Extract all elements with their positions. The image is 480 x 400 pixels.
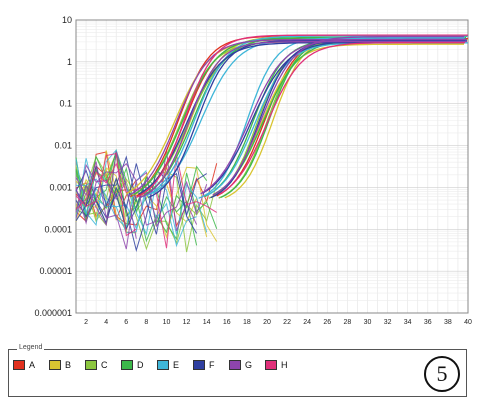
legend-label: B: [65, 360, 72, 370]
legend-label: H: [281, 360, 288, 370]
legend-swatch: [265, 360, 277, 370]
x-tick-label: 24: [303, 319, 311, 326]
x-tick-label: 40: [464, 319, 472, 326]
series-line-H: [136, 34, 468, 198]
y-axis: 10 1 0.1 0.01 0.001 0.0001 0.00001 0.000001: [34, 15, 72, 318]
series-line-G: [200, 38, 467, 195]
series-line-C: [131, 41, 464, 196]
baseline-noise-line: [75, 150, 198, 250]
amplification-chart: 2 4 6 8 10 12 14 16 18 20 22 24 26 28 30 32 34 36 38 40 101…: [34, 15, 472, 326]
y-tick-label: 0.000001: [34, 308, 72, 318]
x-tick-label: 2: [84, 319, 88, 326]
baseline-noise-line: [75, 163, 127, 213]
legend-item: E: [157, 360, 193, 370]
x-tick-label: 8: [144, 319, 148, 326]
series-line-E: [198, 36, 465, 199]
legend-title: Legend: [17, 344, 45, 351]
legend-label: F: [209, 360, 215, 370]
x-tick-label: 14: [203, 319, 211, 326]
x-tick-label: 36: [424, 319, 432, 326]
x-tick-label: 20: [263, 319, 271, 326]
x-tick-label: 12: [183, 319, 191, 326]
x-tick-label: 30: [364, 319, 372, 326]
x-axis: 2 4 6 8 10 12 14 16 18 20 22 24 26 28 30 32 34 36 38 40: [84, 319, 472, 326]
legend-label: G: [245, 360, 253, 370]
y-tick-label: 0.001: [49, 182, 72, 192]
legend-item: A: [13, 360, 49, 370]
series-line-G: [212, 35, 464, 196]
legend-swatch: [13, 360, 25, 370]
x-tick-label: 10: [163, 319, 171, 326]
legend-label: A: [29, 360, 36, 370]
x-tick-label: 4: [104, 319, 108, 326]
y-tick-label: 10: [62, 15, 72, 25]
legend-swatch: [85, 360, 97, 370]
y-tick-label: 0.1: [59, 99, 72, 109]
legend-item: D: [121, 360, 157, 370]
legend: Legend A B C D E F G H: [8, 344, 467, 397]
series-line-F: [137, 41, 465, 195]
series-line-G: [140, 40, 467, 199]
panel-number-badge: 5: [424, 356, 460, 392]
legend-item: G: [229, 360, 265, 370]
legend-swatch: [157, 360, 169, 370]
baseline-noise-line: [75, 151, 218, 228]
legend-item: B: [49, 360, 85, 370]
x-tick-label: 18: [243, 319, 251, 326]
baseline-noise-line: [75, 152, 137, 237]
legend-label: C: [101, 360, 108, 370]
legend-label: D: [137, 360, 144, 370]
legend-items: A B C D E F G H: [13, 360, 301, 370]
x-tick-label: 22: [283, 319, 291, 326]
baseline-noise-line: [75, 151, 137, 239]
baseline-noise: [75, 148, 218, 253]
x-tick-label: 6: [124, 319, 128, 326]
legend-item: F: [193, 360, 229, 370]
legend-swatch: [49, 360, 61, 370]
legend-item: H: [265, 360, 301, 370]
baseline-noise-line: [75, 149, 208, 236]
y-tick-label: 0.01: [54, 141, 72, 151]
series-line-D: [204, 38, 466, 198]
x-tick-label: 32: [384, 319, 392, 326]
y-tick-label: 0.0001: [44, 224, 72, 234]
legend-swatch: [193, 360, 205, 370]
legend-item: C: [85, 360, 121, 370]
baseline-noise-line: [75, 162, 208, 228]
legend-label: E: [173, 360, 180, 370]
legend-swatch: [121, 360, 133, 370]
baseline-noise-line: [75, 163, 198, 235]
legend-swatch: [229, 360, 241, 370]
baseline-noise-line: [75, 155, 218, 253]
x-tick-label: 28: [343, 319, 351, 326]
x-tick-label: 16: [223, 319, 231, 326]
series-line-H: [218, 41, 465, 196]
x-tick-label: 26: [323, 319, 331, 326]
series-group: [125, 34, 468, 199]
y-tick-label: 0.00001: [39, 266, 72, 276]
baseline-noise-line: [75, 154, 217, 249]
y-tick-label: 1: [67, 57, 72, 67]
x-tick-label: 38: [444, 319, 452, 326]
x-tick-label: 34: [404, 319, 412, 326]
series-line-D: [133, 36, 466, 195]
